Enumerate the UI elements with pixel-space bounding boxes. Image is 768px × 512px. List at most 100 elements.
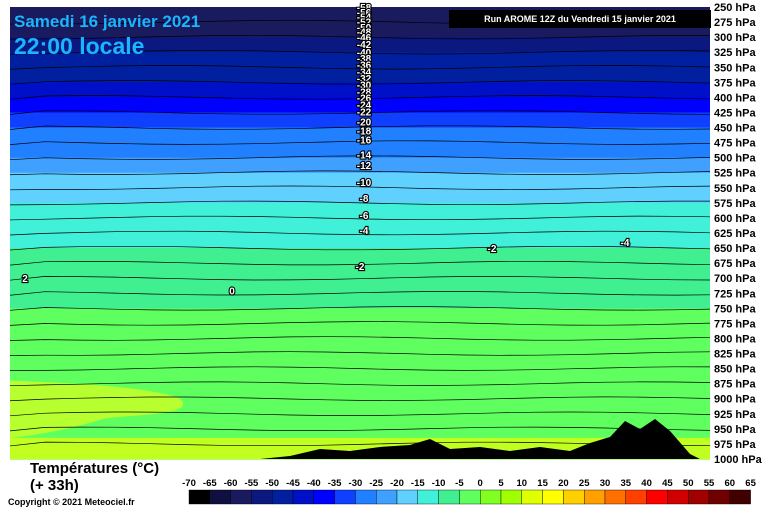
colorbar-swatch (334, 489, 356, 505)
colorbar-tick-label: -35 (328, 478, 342, 489)
temperature-band (10, 263, 710, 279)
model-run-label: Run AROME 12Z du Vendredi 15 janvier 202… (449, 10, 711, 28)
isotherm-label: -2 (488, 244, 497, 255)
isotherm-label: -38 (357, 54, 372, 65)
colorbar-tick-label: -60 (224, 478, 238, 489)
isotherm-line (9, 140, 711, 145)
temperature-band (10, 187, 710, 204)
colorbar-tick-label: 60 (725, 478, 736, 489)
pressure-tick-label: 725 hPa (714, 288, 756, 300)
temperature-band (10, 323, 710, 340)
pressure-tick-label: 1000 hPa (714, 454, 763, 466)
colorbar-tick-label: 65 (745, 478, 756, 489)
isotherm-line (9, 125, 711, 130)
isotherm-line (9, 65, 711, 70)
temperature-band (10, 82, 710, 98)
isotherm-label: -22 (357, 107, 372, 118)
isotherm-label: -24 (357, 101, 372, 112)
pressure-tick-label: 650 hPa (714, 243, 756, 255)
isotherm-line (9, 110, 711, 115)
temperature-band (10, 368, 710, 385)
isotherm-line (9, 306, 711, 311)
isotherm-label: -4 (621, 238, 630, 249)
temperature-band (10, 157, 710, 174)
temperature-band (10, 413, 710, 430)
isotherm-label: -30 (357, 81, 372, 92)
colorbar-tick-label: -55 (245, 478, 259, 489)
colorbar-swatch (417, 489, 439, 505)
pressure-tick-label: 850 hPa (714, 364, 756, 376)
pressure-tick-label: 525 hPa (714, 168, 756, 180)
temperature-band (10, 338, 710, 355)
isotherm-line (9, 170, 711, 176)
isotherm-line (9, 321, 711, 326)
isotherm-label: -40 (357, 48, 372, 59)
pressure-tick-label: 325 hPa (714, 47, 756, 59)
pressure-tick-label: 675 hPa (714, 258, 756, 270)
colorbar-swatch (355, 489, 377, 505)
colorbar-swatch (646, 489, 668, 505)
isotherm-line (9, 291, 711, 296)
pressure-tick-label: 950 hPa (714, 424, 756, 436)
pressure-axis: 250 hPa 275 hPa 300 hPa 325 hPa 350 hPa 375 h… (714, 2, 763, 466)
isotherm-label: -2 (356, 262, 365, 273)
colorbar-swatch (480, 489, 502, 505)
forecast-date: Samedi 16 janvier 2021 (14, 12, 201, 31)
pressure-tick-label: 925 hPa (714, 409, 756, 421)
colorbar-swatch (376, 489, 398, 505)
isotherm-label: -8 (360, 194, 369, 205)
isotherm-label: -32 (357, 74, 372, 85)
temperature-band (10, 308, 710, 324)
temperature-band (10, 293, 710, 309)
isotherm-line (9, 396, 711, 402)
warm-surface-patch (10, 380, 184, 438)
isotherm-line (9, 50, 711, 55)
forecast-time: 22:00 locale (14, 33, 145, 59)
colorbar-swatch (230, 489, 252, 505)
temperature-band (10, 97, 710, 114)
colorbar-tick-label: -20 (390, 478, 404, 489)
pressure-tick-label: 250 hPa (714, 2, 756, 14)
pressure-tick-label: 300 hPa (714, 32, 756, 44)
isotherm-line (9, 276, 711, 281)
pressure-tick-label: 450 hPa (714, 123, 756, 135)
colorbar-swatch (292, 489, 314, 505)
temperature-band (10, 52, 710, 68)
isotherm-label: -16 (357, 136, 372, 147)
temperature-band (10, 142, 710, 159)
isotherm-label: -54 (357, 13, 372, 24)
colorbar-tick-label: 50 (683, 478, 694, 489)
isotherm-line (9, 95, 711, 100)
colorbar-tick-label: -15 (411, 478, 425, 489)
temperature-band (10, 353, 710, 370)
temperature-band (10, 233, 710, 249)
colorbar-swatch (542, 489, 564, 505)
temperature-band (10, 383, 710, 400)
colorbar-tick-label: 30 (600, 478, 611, 489)
pressure-tick-label: 825 hPa (714, 349, 756, 361)
isotherm-label: 2 (22, 274, 28, 285)
isotherm-label: -50 (357, 23, 372, 34)
pressure-tick-label: 700 hPa (714, 273, 756, 285)
isotherm-label: -28 (357, 87, 372, 98)
isotherm-line (9, 185, 711, 191)
isotherm-line (9, 366, 711, 371)
colorbar-tick-label: 45 (662, 478, 673, 489)
colorbar-swatch (459, 489, 481, 505)
temperature-band (10, 217, 710, 234)
isotherm-line (9, 80, 711, 85)
terrain-shape (10, 419, 710, 459)
isotherm-label: -18 (357, 127, 372, 138)
isotherm-label: -4 (360, 226, 369, 237)
isotherm-label: -56 (357, 8, 372, 19)
color-scale-bar: -70 -65 -60 -55 -50 -45 -40 -35 -30 -25 -20 -15 -10-… (182, 478, 757, 505)
isotherm-line (9, 215, 711, 221)
pressure-tick-label: 900 hPa (714, 394, 756, 406)
isotherm-line (9, 426, 711, 432)
colorbar-tick-label: -45 (286, 478, 300, 489)
pressure-tick-label: 600 hPa (714, 213, 756, 225)
colorbar-tick-label: 40 (641, 478, 652, 489)
isotherm-label: -58 (357, 3, 372, 14)
colorbar-swatch (708, 489, 730, 505)
